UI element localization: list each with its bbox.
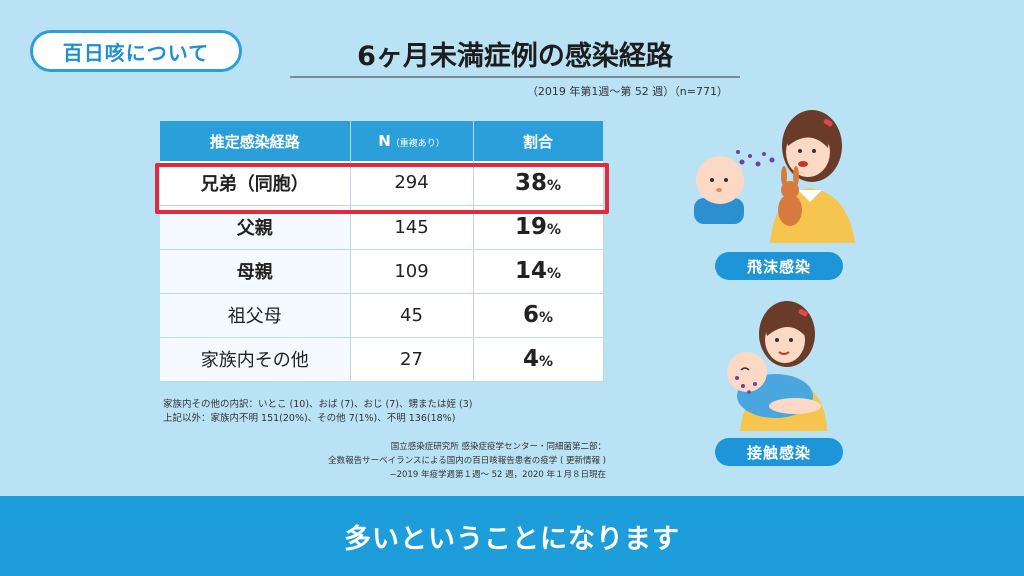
note-line: 上記以外：家族内不明 151(20%)、その他 7(1%)、不明 136(18%… <box>163 413 456 424</box>
period-subtitle: （2019 年第1週〜第 52 週）（n=771） <box>526 85 728 98</box>
highlight-box <box>155 163 609 214</box>
contact-infection-label: 接触感染 <box>715 438 843 466</box>
caption-text: 多いということになります <box>344 523 680 555</box>
header-n-label: N <box>378 132 391 150</box>
table-notes: 家族内その他の内訳：いとこ (10)、おば (7)、おじ (7)、甥または姪 (… <box>163 398 472 426</box>
title-underline <box>290 76 740 78</box>
source-line: 全数報告サーベイランスによる国内の百日咳報告患者の疫学 ( 更新情報 ) <box>328 456 606 466</box>
percent-value: 19 <box>514 214 547 240</box>
table-row: 母親 109 14% <box>160 249 604 294</box>
percent-unit: % <box>538 354 554 370</box>
source-line: −2019 年疫学週第１週〜 52 週，2020 年１月８日現在 <box>389 470 606 480</box>
contact-infection-illustration <box>727 301 827 431</box>
table-row: 兄弟（同胞） 294 38% <box>160 161 604 206</box>
table-header-row: 推定感染経路 N（重複あり） 割合 <box>160 121 604 161</box>
percent-cell: 4% <box>473 337 604 382</box>
header-n: N（重複あり） <box>350 121 474 161</box>
percent-value: 38 <box>514 169 547 196</box>
droplet-infection-illustration <box>694 110 855 243</box>
table-row: 祖父母 45 6% <box>160 293 604 338</box>
table-row: 家族内その他 27 4% <box>160 337 604 382</box>
percent-value: 14 <box>514 258 547 284</box>
infection-route-table: 推定感染経路 N（重複あり） 割合 兄弟（同胞） 294 38% 父親 145 … <box>160 121 604 382</box>
percent-cell: 38% <box>473 161 604 206</box>
header-route: 推定感染経路 <box>160 121 351 161</box>
percent-unit: % <box>546 222 562 238</box>
percent-cell: 14% <box>473 249 604 294</box>
percent-unit: % <box>538 310 554 326</box>
droplet-infection-label: 飛沫感染 <box>715 252 843 280</box>
count-cell: 45 <box>350 293 474 338</box>
percent-unit: % <box>546 266 562 282</box>
count-cell: 109 <box>350 249 474 294</box>
header-n-note: （重複あり） <box>390 139 445 149</box>
topic-badge: 百日咳について <box>30 30 242 72</box>
count-cell: 294 <box>350 161 474 206</box>
source-line: 国立感染症研究所 感染症疫学センター・同細菌第二部： <box>390 442 606 452</box>
count-cell: 27 <box>350 337 474 382</box>
route-cell: 祖父母 <box>160 293 351 338</box>
header-pct: 割合 <box>473 121 604 161</box>
route-cell: 家族内その他 <box>160 337 351 382</box>
percent-value: 6 <box>522 302 539 328</box>
percent-cell: 6% <box>473 293 604 338</box>
route-cell: 兄弟（同胞） <box>160 161 351 206</box>
percent-unit: % <box>546 177 562 194</box>
route-cell: 母親 <box>160 249 351 294</box>
page-title: 6ヶ月未満症例の感染経路 <box>357 41 673 72</box>
caption-banner: 多いということになります <box>0 496 1024 576</box>
percent-value: 4 <box>522 346 539 372</box>
note-line: 家族内その他の内訳：いとこ (10)、おば (7)、おじ (7)、甥または姪 (… <box>163 399 473 410</box>
source-citation: 国立感染症研究所 感染症疫学センター・同細菌第二部： 全数報告サーベイランスによ… <box>328 440 606 482</box>
